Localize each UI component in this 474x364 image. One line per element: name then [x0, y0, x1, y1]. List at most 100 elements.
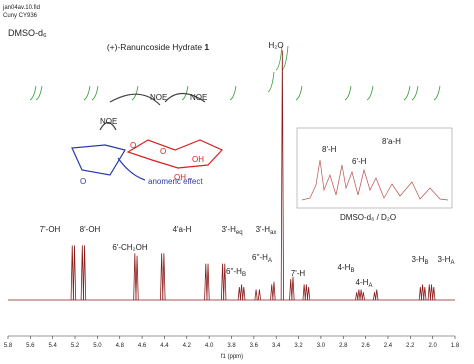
peak-label-text: 4'a-H [173, 225, 192, 234]
peak [361, 292, 365, 301]
peak [427, 284, 431, 301]
x-tick-label: 4.2 [183, 343, 192, 349]
peak [206, 263, 210, 301]
peak [291, 276, 295, 301]
x-tick-label: 2.6 [361, 343, 370, 349]
peak [72, 245, 77, 301]
x-tick-label: 2.2 [406, 343, 415, 349]
noe-label: NOE [150, 93, 167, 102]
peak [239, 284, 244, 301]
peak [133, 253, 137, 301]
peak-label-text: 7'-OH [40, 225, 61, 234]
peak [254, 289, 258, 301]
peak-label-sub: B [242, 272, 246, 278]
x-tick-label: 5.8 [4, 343, 13, 349]
peak [355, 292, 359, 301]
x-tick-label: 5.4 [49, 343, 58, 349]
peak-label: 4'a-H [173, 225, 192, 234]
x-tick-label: 4.4 [160, 343, 169, 349]
peak [160, 253, 164, 301]
peak-label-sub: B [424, 260, 428, 266]
peak-label: 6''-HB [226, 267, 246, 278]
peak [359, 289, 363, 301]
chart-title: (+)-Ranuncoside Hydrate 1 [107, 42, 210, 52]
peak [302, 284, 306, 301]
x-axis-label: f1 (ppm) [221, 354, 243, 360]
peak [223, 263, 227, 301]
inset-frame [296, 127, 453, 209]
peak-label: 8'-OH [80, 225, 101, 234]
peak-label: 3'-Heq [221, 225, 242, 236]
x-tick-label: 5.2 [71, 343, 80, 349]
peak-label: 7'-OH [40, 225, 61, 234]
peak-label: 4-HA [356, 278, 373, 289]
peak [257, 289, 262, 301]
x-tick-label: 3.4 [272, 343, 281, 349]
peak [204, 263, 208, 301]
lactone-ring [71, 144, 126, 176]
peak [272, 281, 276, 301]
peak-label: H₂O [268, 41, 283, 50]
peak [289, 279, 293, 301]
peak [432, 286, 436, 301]
peak-label-sub: B [350, 268, 354, 274]
atom: O [80, 177, 86, 186]
peak-label: 7'-H [291, 269, 306, 278]
peak [280, 50, 284, 301]
peak-label-text: 4-H [338, 263, 351, 272]
peak-label-text: 3'-H [221, 225, 236, 234]
peak [357, 289, 361, 301]
inset-label: 8'-H [322, 145, 337, 154]
peak-label-text: 6''-H [252, 253, 268, 262]
sample-name: Cuny CY936 [3, 13, 38, 19]
peak-label: 6''-HA [252, 253, 272, 264]
peak-label-text: 4-H [356, 278, 369, 287]
x-tick-label: 3.8 [227, 343, 236, 349]
noe-label: NOE [190, 93, 207, 102]
peak-label: 3'-Hax [256, 225, 277, 236]
title-number: 1 [204, 42, 209, 52]
peak [237, 286, 241, 301]
anomeric-arrow [117, 157, 146, 181]
peak [270, 284, 274, 301]
anomeric-label: anomeric effect [148, 177, 203, 186]
atom: OH [192, 155, 204, 164]
x-tick-label: 5.0 [93, 343, 102, 349]
file-name: jan04av.10.fid [2, 5, 40, 11]
peak-label-text: H₂O [268, 41, 283, 50]
peak-label: 3-HB [412, 255, 429, 266]
peak-label-text: 3'-H [256, 225, 271, 234]
peak [162, 253, 166, 301]
solvent: DMSO-d₆ [8, 28, 47, 38]
inset-label: 8'a-H [382, 137, 401, 146]
x-tick-label: 2.8 [339, 343, 348, 349]
peak-label: 6'-CH₂OH [112, 243, 148, 252]
integrals [29, 45, 441, 101]
peak-label-sub: eq [236, 230, 243, 236]
inset-spectrum [301, 159, 449, 201]
noe-label: NOE [100, 117, 117, 126]
peak [423, 286, 427, 301]
inset-label: 6'-H [352, 157, 367, 166]
x-tick-label: 3.6 [250, 343, 259, 349]
peak-label-text: 3-H [412, 255, 425, 264]
peak [135, 255, 139, 301]
x-tick-label: 4.8 [116, 343, 125, 349]
noe-arrows [99, 92, 206, 131]
integral-curves [29, 45, 441, 101]
x-tick-label: 4.0 [205, 343, 214, 349]
x-tick-label: 5.6 [26, 343, 35, 349]
peak-label-sub: ax [270, 230, 276, 236]
peak-label-text: 6'-CH₂OH [112, 243, 148, 252]
x-tick-label: 3.2 [294, 343, 303, 349]
peak [82, 245, 87, 301]
peak-label-sub: A [268, 258, 272, 264]
peak [418, 286, 422, 301]
atom: O [130, 141, 136, 150]
structure [71, 92, 224, 181]
peak [80, 245, 84, 301]
peak [70, 245, 74, 301]
atom: OH [174, 173, 186, 182]
peak-label-text: 8'-OH [80, 225, 101, 234]
